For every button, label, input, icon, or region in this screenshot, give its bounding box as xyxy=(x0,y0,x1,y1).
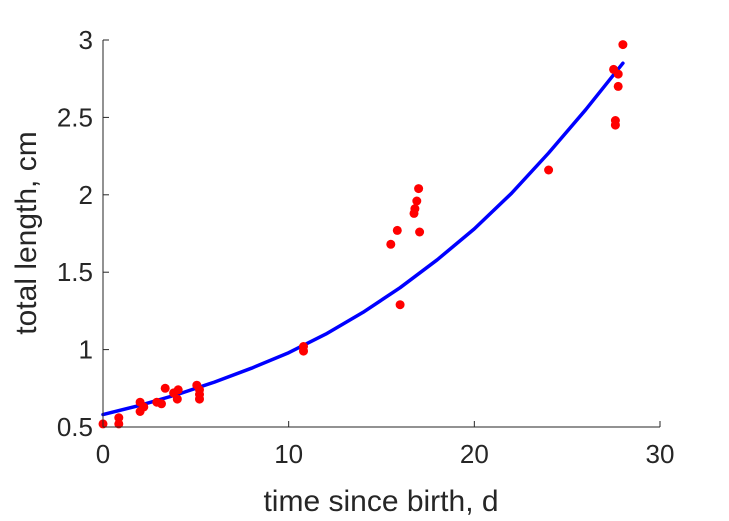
data-point xyxy=(299,342,308,351)
y-axis-ticks: 0.5 1 1.5 2 2.5 3 xyxy=(57,25,109,442)
data-point xyxy=(157,399,166,409)
data-point xyxy=(114,413,124,423)
y-tick-label: 2.5 xyxy=(57,102,93,132)
x-tick-label: 10 xyxy=(274,439,303,469)
data-point xyxy=(114,419,124,429)
y-tick-label: 1 xyxy=(79,335,93,365)
x-tick-label: 0 xyxy=(96,439,110,469)
y-tick-label: 3 xyxy=(79,25,93,55)
data-point xyxy=(395,300,405,310)
data-point xyxy=(172,394,182,404)
data-point xyxy=(386,239,396,249)
data-point xyxy=(412,196,422,206)
data-point xyxy=(415,227,425,237)
y-tick-label: 1.5 xyxy=(57,257,93,287)
data-point xyxy=(618,40,628,50)
data-point xyxy=(195,394,204,404)
data-point xyxy=(610,120,620,130)
x-tick-label: 30 xyxy=(646,439,675,469)
data-point xyxy=(173,385,183,395)
data-point xyxy=(613,81,623,91)
data-point xyxy=(613,69,623,79)
x-axis-label: time since birth, d xyxy=(263,485,498,518)
x-tick-label: 20 xyxy=(460,439,489,469)
data-point xyxy=(139,402,149,412)
data-point xyxy=(544,165,554,175)
y-tick-label: 2 xyxy=(79,180,93,210)
data-point xyxy=(410,204,420,214)
y-tick-label: 0.5 xyxy=(57,412,93,442)
data-point xyxy=(160,383,170,393)
fit-curve-line xyxy=(101,61,625,417)
plot-area xyxy=(98,40,628,429)
x-axis-ticks: 0 10 20 30 xyxy=(96,421,675,469)
data-point xyxy=(392,225,402,235)
data-point xyxy=(414,184,424,194)
y-axis-label: total length, cm xyxy=(10,131,43,334)
